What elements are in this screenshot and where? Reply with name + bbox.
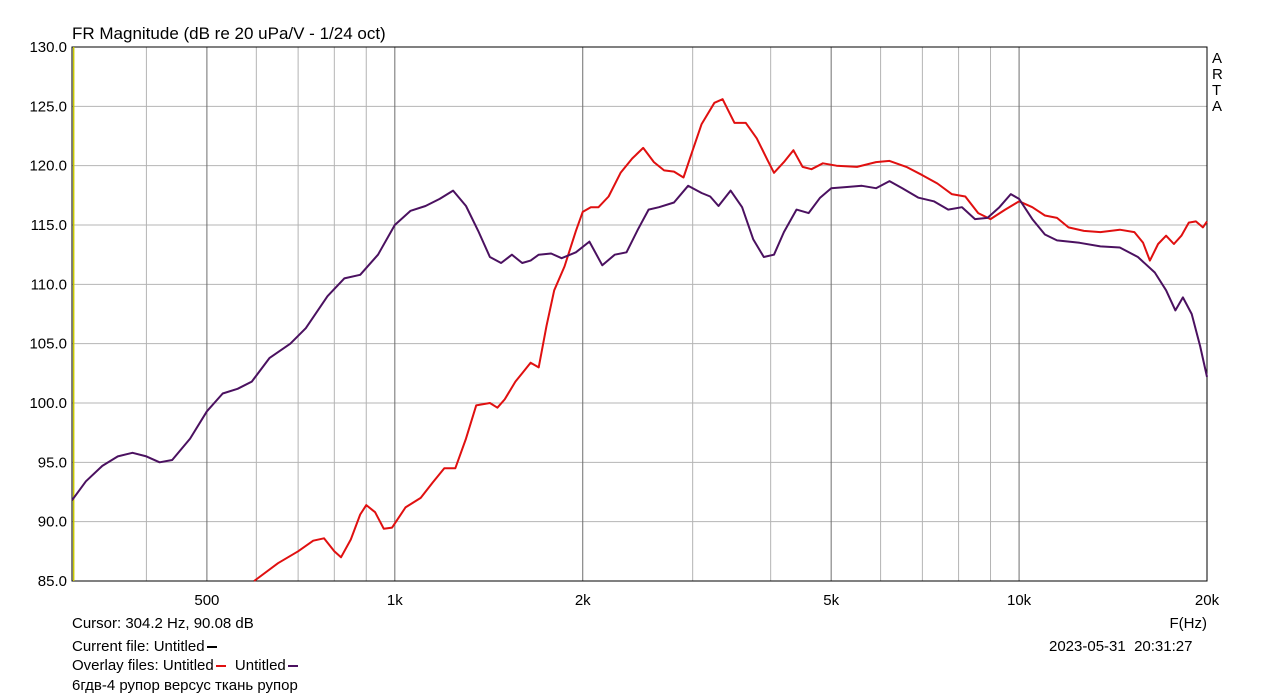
- y-tick-label: 90.0: [38, 514, 67, 531]
- y-tick-label: 110.0: [31, 276, 67, 293]
- x-tick-label: 500: [194, 592, 219, 609]
- comment-text: 6гдв-4 рупор версус ткань рупор: [72, 677, 298, 694]
- x-tick-label: 20k: [1195, 592, 1220, 609]
- watermark-letter: A: [1212, 50, 1222, 67]
- watermark-letter: A: [1212, 98, 1222, 115]
- y-tick-label: 115.0: [31, 217, 67, 234]
- y-tick-label: 125.0: [29, 98, 67, 115]
- x-axis-label: F(Hz): [1170, 615, 1208, 632]
- x-tick-label: 5k: [823, 592, 839, 609]
- overlay1-swatch: [215, 665, 226, 668]
- overlay2-swatch: [287, 665, 298, 668]
- time-text: 20:31:27: [1134, 638, 1193, 655]
- overlay-files-line: Overlay files: Untitled Untitled: [72, 657, 298, 675]
- series-line-1: [253, 98, 1208, 582]
- series-line-2: [71, 180, 1208, 501]
- current-file-text: Current file: Untitled: [72, 638, 205, 655]
- timestamp: 2023-05-31 20:31:27: [1049, 638, 1192, 656]
- x-tick-label: 10k: [1007, 592, 1032, 609]
- y-tick-label: 100.0: [29, 395, 67, 412]
- y-tick-label: 120.0: [29, 158, 67, 175]
- date-text: 2023-05-31: [1049, 638, 1126, 655]
- y-tick-label: 85.0: [38, 573, 67, 590]
- y-tick-label: 105.0: [29, 336, 67, 353]
- chart-grid: [72, 46, 1208, 582]
- watermark-letter: R: [1212, 66, 1223, 83]
- y-tick-label: 130.0: [29, 39, 67, 56]
- x-tick-label: 1k: [387, 592, 403, 609]
- current-file-swatch: [206, 646, 217, 649]
- chart-title: FR Magnitude (dB re 20 uPa/V - 1/24 oct): [72, 24, 386, 43]
- tick-labels: 130.0 125.0 120.0 115.0 110.0 105.0 100.0 95.0 9…: [29, 39, 1219, 609]
- x-tick-label: 2k: [575, 592, 591, 609]
- overlay2-text: Untitled: [234, 657, 286, 674]
- plot-frame: [71, 46, 1208, 582]
- watermark-letter: T: [1212, 82, 1221, 99]
- current-file-line: Current file: Untitled: [72, 638, 217, 656]
- y-tick-label: 95.0: [38, 454, 67, 471]
- overlay-files-text: Overlay files: Untitled: [72, 657, 214, 674]
- series-layer: [71, 98, 1208, 582]
- cursor-readout: Cursor: 304.2 Hz, 90.08 dB: [72, 615, 254, 632]
